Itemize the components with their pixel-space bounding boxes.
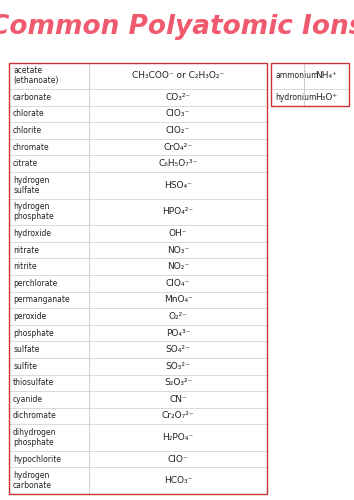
Text: ClO⁻: ClO⁻ xyxy=(168,454,188,464)
Text: nitrate: nitrate xyxy=(13,246,39,254)
Bar xyxy=(271,62,349,106)
Text: chlorate: chlorate xyxy=(13,110,45,118)
Text: H₃O⁺: H₃O⁺ xyxy=(315,93,338,102)
Text: ClO₂⁻: ClO₂⁻ xyxy=(166,126,190,135)
Text: hydrogen
carbonate: hydrogen carbonate xyxy=(13,471,52,490)
Text: ClO₃⁻: ClO₃⁻ xyxy=(166,110,190,118)
Text: SO₃²⁻: SO₃²⁻ xyxy=(166,362,190,370)
Text: CH₃COO⁻ or C₂H₃O₂⁻: CH₃COO⁻ or C₂H₃O₂⁻ xyxy=(132,72,224,80)
Text: CO₃²⁻: CO₃²⁻ xyxy=(165,93,191,102)
Text: NH₄⁺: NH₄⁺ xyxy=(315,72,337,80)
Text: H₂PO₄⁻: H₂PO₄⁻ xyxy=(162,433,194,442)
Text: sulfite: sulfite xyxy=(13,362,37,370)
Text: nitrite: nitrite xyxy=(13,262,36,271)
Text: HSO₄⁻: HSO₄⁻ xyxy=(164,181,192,190)
Text: Common Polyatomic Ions: Common Polyatomic Ions xyxy=(0,14,354,40)
Text: CN⁻: CN⁻ xyxy=(169,395,187,404)
Text: ClO₄⁻: ClO₄⁻ xyxy=(166,278,190,287)
Text: hydroxide: hydroxide xyxy=(13,229,51,238)
Text: chromate: chromate xyxy=(13,142,50,152)
Text: sulfate: sulfate xyxy=(13,345,40,354)
Text: chlorite: chlorite xyxy=(13,126,42,135)
Text: Cr₂O₇²⁻: Cr₂O₇²⁻ xyxy=(162,412,194,420)
Text: carbonate: carbonate xyxy=(13,93,52,102)
Text: citrate: citrate xyxy=(13,159,38,168)
Text: dichromate: dichromate xyxy=(13,412,57,420)
Text: perchlorate: perchlorate xyxy=(13,278,57,287)
Text: dihydrogen
phosphate: dihydrogen phosphate xyxy=(13,428,57,447)
Text: MnO₄⁻: MnO₄⁻ xyxy=(164,296,193,304)
Bar xyxy=(9,62,267,494)
Text: peroxide: peroxide xyxy=(13,312,46,321)
Text: hydronium: hydronium xyxy=(275,93,316,102)
Text: CrO₄²⁻: CrO₄²⁻ xyxy=(164,142,193,152)
Text: NO₂⁻: NO₂⁻ xyxy=(167,262,189,271)
Text: cyanide: cyanide xyxy=(13,395,43,404)
Text: C₆H₅O₇³⁻: C₆H₅O₇³⁻ xyxy=(159,159,198,168)
Text: PO₄³⁻: PO₄³⁻ xyxy=(166,328,190,338)
Text: permanganate: permanganate xyxy=(13,296,70,304)
Text: HPO₄²⁻: HPO₄²⁻ xyxy=(162,208,194,216)
Text: HCO₃⁻: HCO₃⁻ xyxy=(164,476,192,485)
Text: OH⁻: OH⁻ xyxy=(169,229,187,238)
Text: ammonium: ammonium xyxy=(275,72,319,80)
Text: phosphate: phosphate xyxy=(13,328,54,338)
Text: O₂²⁻: O₂²⁻ xyxy=(169,312,188,321)
Text: thiosulfate: thiosulfate xyxy=(13,378,55,388)
Text: hydrogen
phosphate: hydrogen phosphate xyxy=(13,202,54,222)
Text: hypochlorite: hypochlorite xyxy=(13,454,61,464)
Text: NO₃⁻: NO₃⁻ xyxy=(167,246,189,254)
Text: SO₄²⁻: SO₄²⁻ xyxy=(166,345,190,354)
Text: S₂O₃²⁻: S₂O₃²⁻ xyxy=(164,378,192,388)
Text: acetate
(ethanoate): acetate (ethanoate) xyxy=(13,66,58,86)
Text: hydrogen
sulfate: hydrogen sulfate xyxy=(13,176,50,195)
